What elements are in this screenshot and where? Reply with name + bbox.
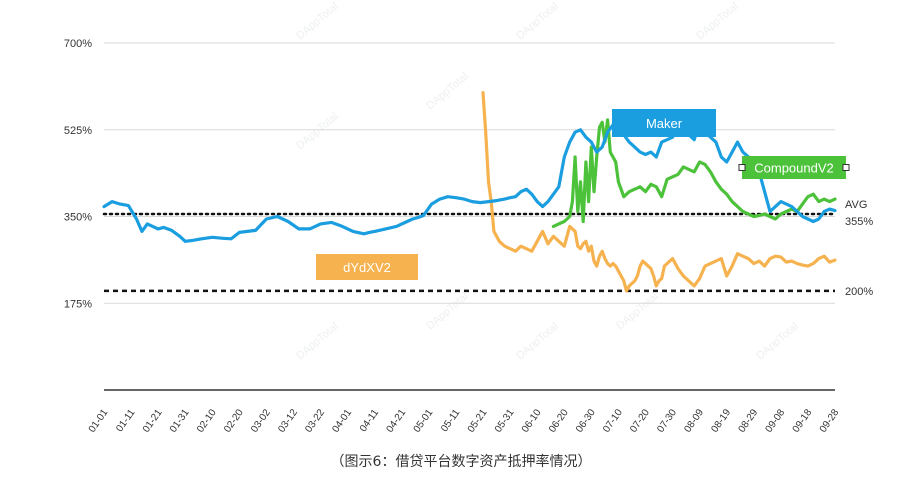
x-tick-label: 02-10 bbox=[195, 407, 219, 435]
x-tick-label: 03-12 bbox=[276, 407, 300, 435]
y-tick-label: 350% bbox=[64, 212, 92, 224]
figure-caption: （图示6：借贷平台数字资产抵押率情况） bbox=[330, 454, 592, 470]
x-tick-label: 04-11 bbox=[358, 407, 382, 434]
watermark: DAppTotal bbox=[614, 290, 661, 332]
x-tick-label: 04-01 bbox=[330, 407, 354, 435]
watermark: DAppTotal bbox=[424, 290, 471, 332]
watermark: DAppTotal bbox=[294, 0, 341, 42]
selection-handle bbox=[738, 164, 746, 171]
x-tick-label: 07-30 bbox=[655, 407, 679, 435]
x-tick-label: 02-20 bbox=[222, 407, 246, 435]
series-line-dydxv2 bbox=[481, 90, 837, 293]
reference-line-title: AVG bbox=[845, 199, 867, 211]
x-tick-label: 06-20 bbox=[547, 407, 571, 435]
watermark: DAppTotal bbox=[754, 320, 801, 362]
y-tick-label: 175% bbox=[64, 298, 92, 310]
x-tick-label: 03-02 bbox=[249, 407, 273, 435]
x-tick-label: 05-11 bbox=[439, 407, 463, 434]
x-tick-label: 06-30 bbox=[574, 407, 598, 435]
series-label-maker: Maker bbox=[612, 109, 716, 137]
x-tick-label: 08-19 bbox=[709, 407, 733, 435]
series-line-maker bbox=[102, 120, 837, 243]
watermark: DAppTotal bbox=[514, 320, 561, 362]
x-tick-label: 07-20 bbox=[628, 407, 652, 435]
series-labels: Maker CompoundV2 dYdXV2 bbox=[316, 109, 850, 280]
y-tick-label: 525% bbox=[64, 125, 92, 137]
reference-line-label: 200% bbox=[845, 286, 873, 298]
chart: DAppTotal DAppTotal DAppTotal DAppTotal DApp… bbox=[64, 0, 873, 435]
x-tick-label: 04-21 bbox=[385, 407, 409, 435]
x-tick-label: 05-01 bbox=[412, 407, 436, 435]
watermark-layer: DAppTotal DAppTotal DAppTotal DAppTotal DApp… bbox=[294, 0, 801, 362]
selection-handle bbox=[842, 164, 850, 171]
x-tick-label: 06-10 bbox=[520, 407, 544, 435]
x-tick-label: 05-31 bbox=[493, 407, 517, 435]
series-label-dydxv2: dYdXV2 bbox=[316, 254, 418, 280]
x-tick-label: 01-11 bbox=[114, 407, 138, 434]
watermark: DAppTotal bbox=[514, 0, 561, 42]
watermark: DAppTotal bbox=[294, 320, 341, 362]
x-tick-label: 09-18 bbox=[791, 407, 815, 435]
series-label-text: dYdXV2 bbox=[343, 260, 391, 275]
series-lines bbox=[102, 90, 837, 293]
series-label-box bbox=[612, 109, 716, 137]
reference-line-label: 355% bbox=[845, 216, 873, 228]
watermark: DAppTotal bbox=[694, 0, 741, 42]
x-tick-label: 01-01 bbox=[87, 407, 111, 435]
x-tick-label: 01-31 bbox=[168, 407, 192, 435]
series-label-text: Maker bbox=[646, 116, 683, 131]
x-tick-label: 08-09 bbox=[682, 407, 706, 435]
x-tick-label: 07-10 bbox=[601, 407, 625, 435]
watermark: DAppTotal bbox=[424, 70, 471, 112]
watermark: DAppTotal bbox=[294, 110, 341, 152]
x-tick-label: 09-08 bbox=[764, 407, 788, 435]
series-label-text: CompoundV2 bbox=[754, 161, 834, 176]
x-tick-label: 08-29 bbox=[737, 407, 761, 435]
x-tick-label: 01-21 bbox=[141, 407, 165, 435]
series-label-box bbox=[316, 254, 418, 280]
y-gridlines bbox=[104, 42, 835, 304]
x-tick-label: 05-21 bbox=[466, 407, 490, 435]
x-tick-label: 09-28 bbox=[818, 407, 842, 435]
series-label-compoundv2: CompoundV2 bbox=[738, 156, 850, 179]
series-label-box bbox=[742, 156, 846, 179]
reference-lines: AVG 355% 200% bbox=[102, 199, 873, 298]
series-line-compoundv2 bbox=[551, 118, 837, 228]
x-tick-label: 03-22 bbox=[303, 407, 327, 435]
x-axis-tick-labels: 01-01 01-11 01-21 01-31 02-10 02-20 03-02 03-12… bbox=[87, 407, 842, 435]
y-axis-tick-labels: 700% 525% 350% 175% bbox=[64, 38, 92, 310]
y-tick-label: 700% bbox=[64, 38, 92, 50]
